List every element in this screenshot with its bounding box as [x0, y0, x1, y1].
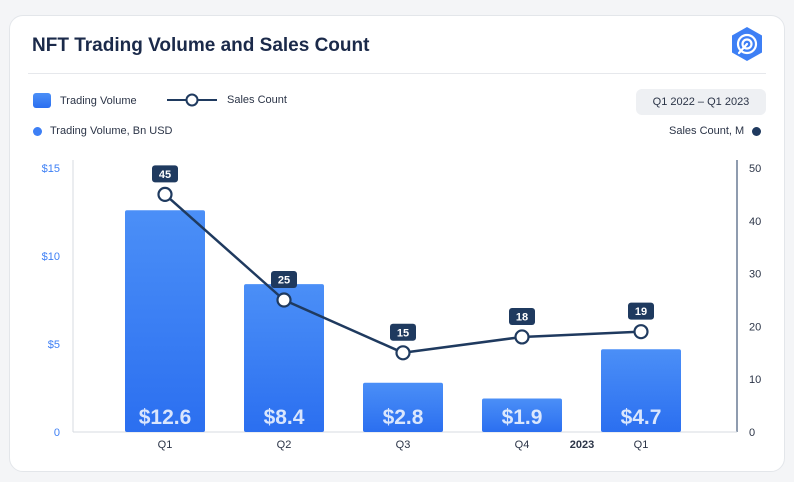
right-tick-label: 10 — [749, 374, 761, 386]
left-tick-label: $5 — [48, 339, 60, 351]
right-axis-dot — [752, 126, 762, 136]
x-category-label: Q3 — [396, 439, 411, 451]
header-divider — [28, 73, 766, 74]
left-axis-title: Trading Volume, Bn USD — [33, 125, 172, 137]
radar-logo-icon — [732, 27, 762, 61]
bar-value-label: $8.4 — [264, 406, 305, 429]
bar-trading-volume — [363, 382, 443, 432]
left-tick-label: 0 — [54, 427, 60, 439]
x-category-label: Q2 — [277, 439, 292, 451]
bar-value-label: $4.7 — [621, 406, 662, 429]
sales-count-point — [633, 324, 649, 340]
sales-count-badge — [271, 271, 297, 288]
sales-count-label: 18 — [516, 311, 528, 323]
bar-trading-volume — [482, 398, 562, 432]
right-tick-label: 30 — [749, 269, 761, 281]
left-axis-dot — [33, 126, 42, 136]
sales-count-point — [276, 292, 292, 308]
bar-value-label: $2.8 — [383, 406, 424, 429]
legend-bar-swatch — [33, 93, 51, 108]
legend-sales-count: Sales Count — [166, 93, 287, 107]
sales-count-badge — [509, 307, 535, 325]
sales-count-label: 45 — [159, 169, 171, 181]
right-axis-title: Sales Count, M — [669, 125, 762, 137]
bar-trading-volume — [125, 210, 205, 432]
bar-trading-volume — [244, 284, 324, 432]
sales-count-badge — [152, 165, 178, 183]
sales-count-badge — [390, 323, 416, 341]
right-tick-label: 0 — [749, 427, 755, 439]
right-tick-label: 40 — [749, 216, 761, 228]
x-category-label: Q1 — [158, 439, 173, 451]
bar-trading-volume — [601, 349, 681, 432]
left-tick-label: $15 — [42, 163, 60, 175]
x-category-label: Q4 — [515, 439, 530, 451]
sales-count-label: 25 — [278, 275, 290, 287]
left-axis-title-text: Trading Volume, Bn USD — [50, 125, 173, 137]
legend-trading-volume: Trading Volume — [33, 93, 137, 108]
legend-bar-label: Trading Volume — [60, 94, 137, 107]
right-tick-label: 20 — [749, 321, 761, 333]
sales-count-point — [514, 329, 530, 345]
sales-count-label: 19 — [635, 306, 647, 318]
right-axis-title-text: Sales Count, M — [669, 125, 745, 137]
x-category-label: Q1 — [634, 439, 649, 451]
chart-title: NFT Trading Volume and Sales Count — [32, 35, 370, 56]
sales-count-point — [157, 186, 173, 202]
legend-line-label: Sales Count — [227, 94, 287, 106]
bar-value-label: $1.9 — [502, 406, 543, 429]
sales-count-point — [395, 345, 411, 361]
legend-line-swatch — [167, 93, 217, 107]
right-tick-label: 50 — [749, 163, 761, 175]
period-badge: Q1 2022 – Q1 2023 — [636, 89, 766, 115]
left-tick-label: $10 — [42, 251, 60, 263]
x-year-label: 2023 — [570, 439, 594, 451]
sales-count-badge — [628, 302, 654, 320]
bar-value-label: $12.6 — [139, 406, 192, 429]
sales-count-label: 15 — [397, 327, 409, 339]
